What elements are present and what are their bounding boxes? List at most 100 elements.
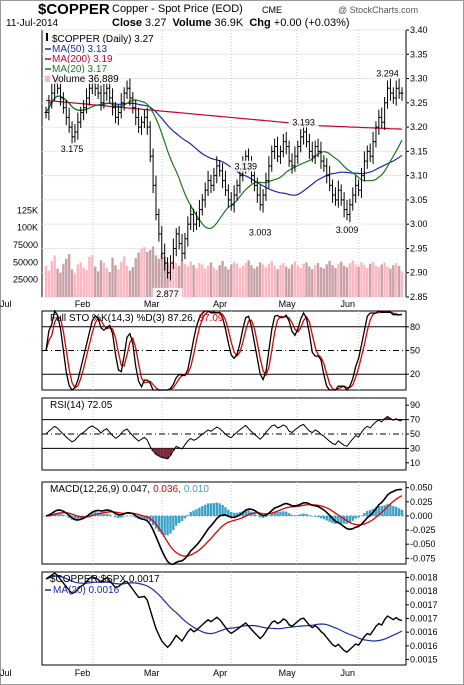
ratio-legend: $COPPER:$SPX 0.0017 [50, 574, 160, 585]
volume-bar [328, 260, 331, 297]
volume-axis-label: 125K [17, 205, 38, 215]
volume-bar [316, 263, 320, 297]
price-x-label: Jul [0, 299, 12, 309]
ratio-line [45, 572, 403, 653]
volume-bar [348, 263, 352, 297]
macd-histogram-bar [154, 515, 158, 529]
macd-axis-label: -0.050 [410, 539, 436, 549]
macd-histogram-bar [177, 515, 181, 523]
volume-bar [131, 267, 135, 297]
volume-bar [47, 270, 51, 297]
volume-bar [377, 267, 381, 297]
volume-bar [282, 263, 285, 297]
legend-bg [51, 43, 111, 54]
volume-bar [368, 263, 372, 297]
macd-axis-label: -0.075 [410, 553, 436, 563]
volume-bar [261, 264, 265, 297]
volume-bar [345, 267, 349, 297]
ratio-x-label: Apr [213, 668, 227, 678]
exchange-label: CME [262, 5, 282, 15]
ratio-ma-line [45, 575, 403, 642]
price-x-label: Mar [144, 299, 160, 309]
price-axis-label: 2.95 [410, 243, 428, 253]
legend-bg [51, 63, 111, 74]
macd-histogram-bar [195, 509, 198, 516]
volume-bar [189, 261, 192, 297]
macd-histogram-bar [377, 505, 381, 516]
volume-bar [134, 258, 137, 297]
macd-histogram-bar [175, 515, 178, 526]
macd-histogram-bar [279, 511, 282, 516]
macd-histogram-bar [342, 515, 346, 524]
ratio-axis-label: 0.0017 [410, 614, 438, 624]
volume-bar [296, 265, 300, 297]
rsi-axis-label: 30 [410, 443, 420, 453]
volume-bar [285, 266, 288, 297]
macd-histogram-bar [357, 515, 360, 518]
macd-histogram-bar [186, 515, 190, 516]
macd-legend-item: MACD(12,26,9) 0.047, [50, 484, 150, 495]
volume-bar [128, 270, 132, 297]
ratio-ma-legend: MA(20) 0.0016 [53, 585, 120, 596]
volume-bar [351, 260, 354, 297]
volume-bar [206, 265, 210, 297]
volume-bar [354, 264, 357, 297]
volume-bar [163, 256, 166, 297]
volume-bar [279, 265, 282, 297]
volume-bar [293, 261, 297, 297]
ticker-symbol: $COPPER [38, 1, 110, 18]
ratio-legend-item: $COPPER:$SPX 0.0017 [50, 574, 160, 585]
volume-bar [340, 261, 343, 297]
volume-bar [322, 268, 326, 297]
volume-bar [230, 264, 233, 297]
volume-bar [209, 262, 213, 297]
annotation-bg [332, 223, 363, 235]
volume-bar [363, 265, 366, 297]
volume-value: 36.9K [214, 17, 244, 29]
volume-bar [186, 266, 190, 297]
volume-bar [264, 267, 268, 297]
volume-bar [276, 269, 279, 297]
volume-bar [117, 269, 120, 297]
macd-histogram-bar [227, 509, 230, 516]
volume-bar [137, 252, 140, 297]
ratio-x-label: Jul [0, 668, 12, 678]
price-axis-label: 3.10 [410, 171, 428, 181]
macd-histogram-bar [169, 515, 172, 534]
volume-bar [94, 266, 97, 297]
rsi-axis-label: 10 [410, 458, 420, 468]
macd-histogram-bar [99, 513, 103, 516]
macd-histogram-bar [334, 515, 337, 525]
macd-histogram-bar [189, 511, 192, 516]
volume-bar [172, 260, 175, 297]
macd-histogram-bar [114, 515, 117, 518]
quote-summary: Close 3.27 Volume 36.9K Chg +0.00 (+0.03… [112, 17, 350, 29]
macd-histogram-bar [395, 506, 398, 516]
volume-bar [235, 263, 239, 297]
macd-histogram-bar [108, 514, 111, 516]
macd-histogram-bar [308, 515, 311, 516]
macd-histogram-bar [203, 504, 207, 516]
sto-legend: Full STO %K(14,3) %D(3) 87.26, 87.09 [50, 313, 224, 324]
macd-histogram-bar [221, 504, 224, 516]
macd-histogram-bar [264, 515, 268, 518]
price-annotation: 2.877 [156, 289, 179, 299]
ratio-axis-label: 0.0016 [410, 641, 438, 651]
macd-histogram-bar [120, 515, 123, 518]
macd-histogram-bar [218, 503, 221, 516]
macd-histogram-bar [305, 513, 308, 516]
macd-histogram-bar [62, 514, 65, 516]
volume-bar [270, 260, 273, 297]
macd-histogram-bar [198, 507, 201, 516]
macd-histogram-bar [166, 515, 169, 536]
macd-histogram-bar [348, 515, 352, 523]
volume-bar [82, 267, 85, 297]
price-annotation: 3.193 [292, 117, 315, 127]
volume-bar [247, 260, 250, 297]
price-annotation: 3.294 [376, 68, 399, 78]
volume-label: Volume [172, 17, 212, 29]
macd-histogram-bar [316, 515, 320, 518]
ma20-line [45, 95, 403, 229]
macd-histogram-bar [389, 504, 392, 516]
volume-bar [392, 265, 395, 297]
